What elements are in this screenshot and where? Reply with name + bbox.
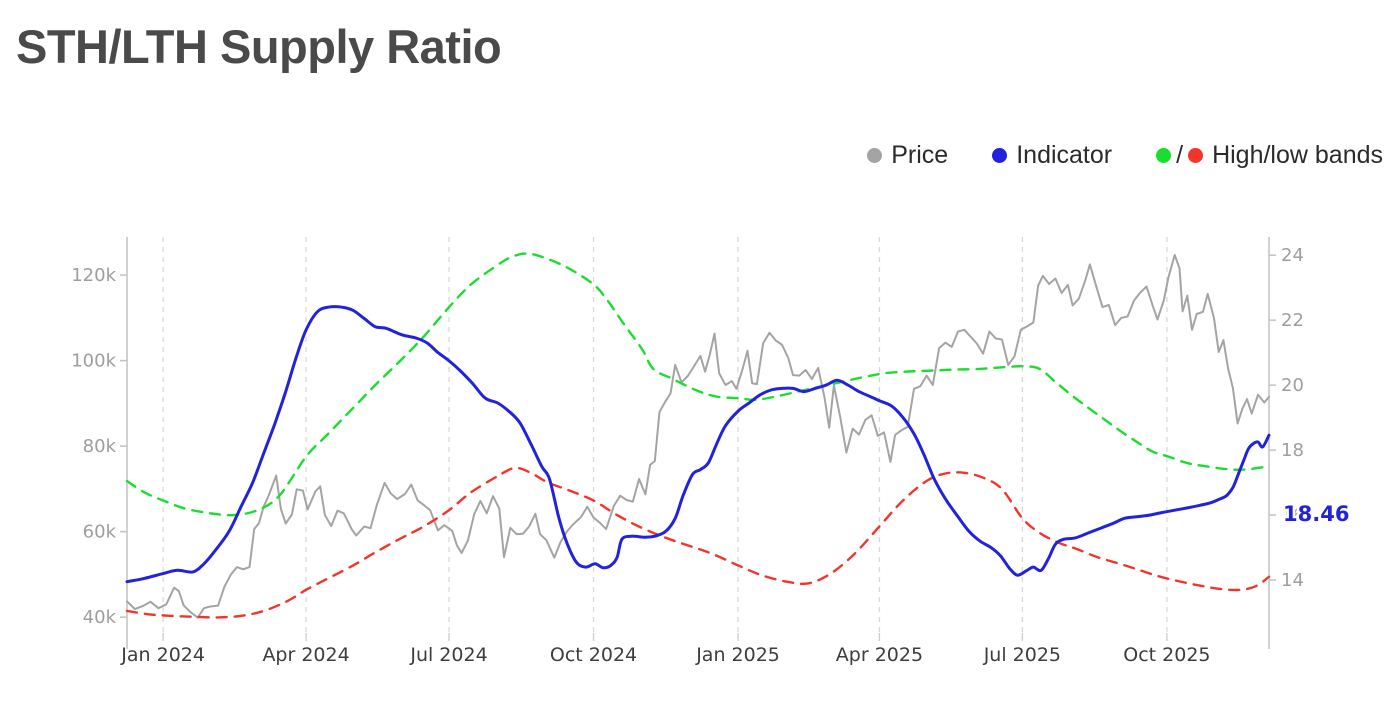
- legend-indicator-label: Indicator: [1016, 141, 1113, 169]
- left-axis-labels: 40k 60k 80k 100k 120k: [71, 265, 127, 628]
- svg-text:120k: 120k: [71, 265, 116, 286]
- legend-price-label: Price: [891, 141, 949, 169]
- svg-text:Apr 2024: Apr 2024: [262, 644, 349, 666]
- svg-text:22: 22: [1281, 310, 1304, 331]
- svg-text:Jan 2024: Jan 2024: [120, 644, 205, 666]
- low-band-line: [125, 466, 1271, 619]
- svg-text:16: 16: [1281, 505, 1304, 526]
- last-value-label: 18.46: [1283, 502, 1349, 526]
- svg-text:40k: 40k: [83, 607, 117, 628]
- page-title: STH/LTH Supply Ratio: [16, 20, 502, 73]
- svg-text:Oct 2024: Oct 2024: [550, 644, 637, 666]
- svg-text:18: 18: [1281, 440, 1304, 461]
- svg-text:Apr 2025: Apr 2025: [836, 644, 923, 666]
- high-band-line: [125, 252, 1271, 517]
- legend-slash: /: [1176, 141, 1184, 169]
- high-band-legend-dot-icon: [1156, 148, 1172, 163]
- x-axis-labels: Jan 2024 Apr 2024 Jul 2024 Oct 2024 Jan 2025…: [120, 644, 1210, 666]
- price-line: [126, 254, 1270, 619]
- svg-text:20: 20: [1281, 375, 1304, 396]
- svg-text:100k: 100k: [71, 351, 116, 372]
- indicator-line: [125, 305, 1271, 584]
- indicator-legend-dot-icon: [992, 148, 1008, 163]
- x-gridlines: [162, 237, 1168, 641]
- axes: [126, 237, 1270, 649]
- svg-text:80k: 80k: [83, 436, 117, 457]
- svg-text:Oct 2025: Oct 2025: [1123, 644, 1210, 666]
- svg-text:24: 24: [1281, 245, 1304, 266]
- price-legend-dot-icon: [867, 148, 883, 163]
- legend: Price Indicator / High/low bands: [867, 141, 1383, 170]
- svg-text:14: 14: [1281, 570, 1304, 591]
- legend-item-bands[interactable]: / High/low bands: [1156, 141, 1383, 170]
- legend-item-price[interactable]: Price: [867, 141, 948, 170]
- svg-text:Jan 2025: Jan 2025: [695, 644, 780, 666]
- svg-text:60k: 60k: [83, 522, 117, 543]
- svg-text:Jul 2025: Jul 2025: [983, 644, 1061, 666]
- low-band-legend-dot-icon: [1188, 148, 1204, 163]
- svg-text:Jul 2024: Jul 2024: [409, 644, 487, 666]
- legend-item-indicator[interactable]: Indicator: [992, 141, 1112, 170]
- legend-bands-label: High/low bands: [1212, 141, 1383, 169]
- right-axis-labels: 14 16 18 20 22 24: [1269, 245, 1304, 591]
